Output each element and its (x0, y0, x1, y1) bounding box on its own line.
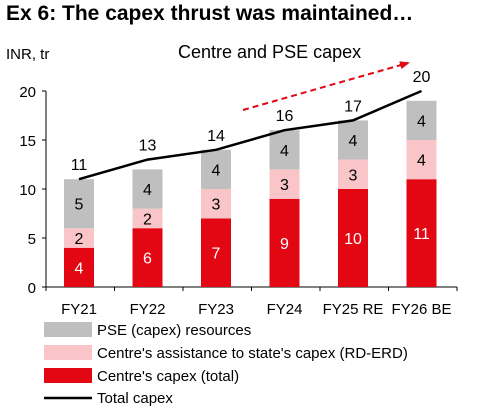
bar-value-label: 4 (212, 162, 221, 179)
total-value-label: 17 (344, 98, 362, 115)
bar-value-label: 4 (417, 113, 426, 130)
y-tick-label: 0 (28, 280, 36, 297)
legend-label: Centre's capex (total) (97, 368, 239, 385)
x-tick-label: FY25 RE (323, 301, 384, 318)
x-tick-label: FY24 (267, 301, 303, 318)
bar-value-label: 4 (143, 182, 152, 199)
plot-area: 0 5 10 15 20 FY21 FY22 FY23 FY24 FY25 RE FY26 BE 4 2… (19, 69, 458, 318)
x-tick-label: FY21 (61, 301, 97, 318)
bar-segment (201, 218, 231, 287)
annotation-label: Centre and PSE capex (178, 42, 361, 62)
bar-value-label: 3 (349, 167, 358, 184)
bar-segment (338, 159, 368, 189)
bar-value-label: 11 (413, 226, 430, 243)
bar-segment (269, 198, 300, 287)
bar-segment (201, 149, 231, 189)
bar-segment (64, 179, 94, 229)
bar-value-label: 3 (212, 197, 221, 214)
annotation-arrow (242, 61, 410, 111)
total-value-label: 16 (276, 108, 294, 125)
bar-value-label: 4 (349, 133, 358, 150)
y-tick-label: 20 (19, 84, 36, 101)
bar-value-label: 10 (344, 231, 362, 248)
bar-value-label: 2 (75, 231, 84, 248)
bar-value-label: 7 (212, 246, 221, 263)
bar-value-label: 3 (280, 177, 289, 194)
y-axis-label: INR, tr (6, 46, 49, 63)
bar-segment (269, 169, 300, 199)
total-value-label: 11 (71, 157, 88, 174)
y-tick-label: 15 (19, 133, 36, 150)
bar-value-label: 9 (280, 236, 289, 253)
bar-segment (132, 169, 163, 209)
bar-segment (132, 228, 163, 287)
bar-value-label: 4 (280, 143, 289, 160)
legend-swatch (44, 368, 92, 383)
total-capex-line (78, 89, 422, 181)
bar-value-label: 6 (143, 251, 152, 268)
legend-label: PSE (capex) resources (97, 322, 251, 339)
bar-segment (406, 100, 437, 140)
chart-title: Ex 6: The capex thrust was maintained… (6, 2, 414, 25)
bar-segment (64, 228, 94, 248)
legend-swatch (44, 345, 92, 360)
bar-segment (64, 247, 94, 287)
bar-segment (338, 189, 368, 287)
bar-value-label: 4 (75, 260, 84, 277)
total-value-label: 13 (139, 138, 157, 155)
bar-segment (201, 189, 231, 219)
bar-value-label: 5 (75, 197, 84, 214)
y-tick-label: 10 (19, 182, 36, 199)
bar-segment (338, 120, 368, 160)
legend-label: Centre's assistance to state's capex (RD… (97, 345, 408, 362)
bar-value-label: 4 (417, 153, 426, 170)
total-value-label: 20 (413, 69, 431, 86)
x-tick-label: FY26 BE (391, 301, 451, 318)
bar-value-label: 2 (143, 211, 152, 228)
x-tick-label: FY22 (130, 301, 166, 318)
legend-swatch (44, 322, 92, 337)
y-tick-label: 5 (28, 231, 36, 248)
x-tick-label: FY23 (198, 301, 234, 318)
bar-segment (406, 140, 437, 180)
bar-segment (269, 130, 300, 170)
legend-label: Total capex (97, 390, 173, 407)
legend: PSE (capex) resources Centre's assistance… (44, 322, 408, 407)
bar-segment (406, 179, 437, 287)
total-value-label: 14 (207, 128, 225, 145)
bar-segment (132, 208, 163, 229)
